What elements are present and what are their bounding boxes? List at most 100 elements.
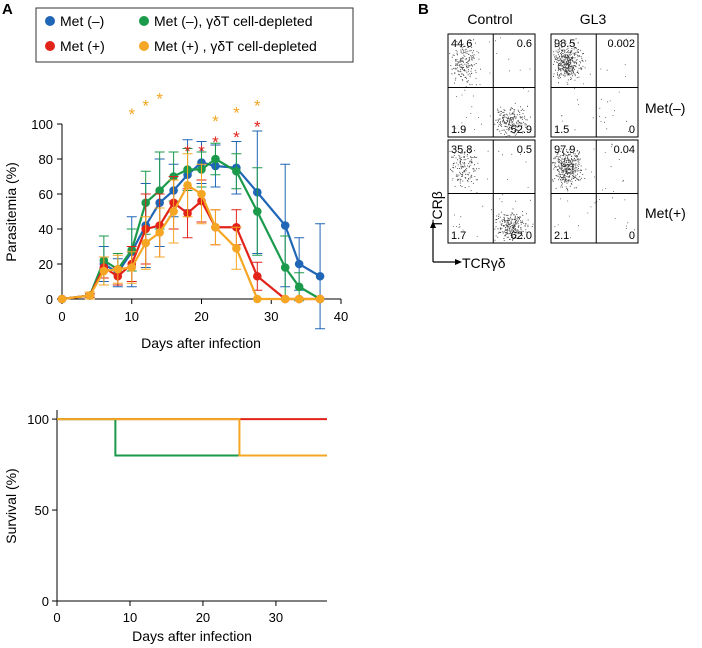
data-point	[294, 259, 304, 269]
survival-chart: 0 10 20 30 0 50 100 Survival (%) Days after in…	[3, 410, 327, 644]
quadrant-lower-left-value: 1.5	[554, 124, 569, 136]
y-tick-label: 80	[39, 152, 53, 167]
data-point	[280, 221, 290, 230]
plot-frame	[447, 33, 536, 138]
y-tick-label: 0	[42, 594, 49, 609]
data-point	[252, 271, 262, 281]
quadrant-upper-left-value: 97.9	[554, 144, 575, 156]
series-line	[61, 183, 321, 301]
parasitemia-chart: 0 10 20 30 40 0 20 40 60 80 100 * * * * * * * * * * * Parasi…	[3, 89, 348, 351]
x-tick-label: 40	[334, 309, 348, 324]
data-point	[155, 186, 164, 195]
legend-label-met-pos-depleted: Met (+) , γδT cell-depleted	[154, 38, 317, 54]
data-point	[85, 291, 95, 300]
data-point	[294, 294, 304, 304]
flow-cytometry-panel: Control GL3 Met(–) Met(+) 44.6 0.6 1.9 52.9…	[429, 11, 686, 271]
panel-label-a: A	[2, 1, 13, 18]
data-point	[211, 154, 220, 164]
significance-marker: *	[184, 142, 191, 161]
legend-label-met-neg: Met (–)	[60, 13, 104, 29]
parasitemia-x-label: Days after infection	[141, 335, 261, 351]
series-met	[57, 176, 325, 304]
quadrant-upper-right-value: 0.6	[517, 38, 532, 50]
quadrant-upper-left-value: 35.8	[451, 144, 472, 156]
data-point	[280, 294, 290, 304]
y-tick-label: 40	[39, 222, 53, 237]
quadrant-lower-right-value: 0	[629, 230, 635, 242]
data-point	[99, 266, 109, 276]
data-point	[141, 238, 150, 248]
quadrant-lower-right-value: 52.9	[511, 124, 532, 136]
series-line	[61, 157, 321, 301]
series-line	[61, 199, 321, 301]
y-tick-label: 100	[31, 117, 53, 132]
x-tick-label: 0	[53, 610, 60, 625]
legend-marker-met-pos-depleted	[139, 41, 149, 51]
significance-marker: *	[156, 89, 163, 108]
significance-marker: *	[212, 112, 219, 131]
legend-label-met-neg-depleted: Met (–), γδT cell-depleted	[154, 13, 312, 29]
data-point	[252, 207, 262, 216]
survival-y-label: Survival (%)	[3, 468, 19, 543]
data-point	[169, 207, 178, 216]
data-point	[280, 263, 290, 272]
quadrant-lower-left-value: 1.9	[451, 124, 466, 136]
plot-frame	[550, 33, 639, 138]
series-met-t-cell-depleted	[57, 153, 325, 304]
data-point	[155, 228, 164, 237]
data-point	[57, 294, 67, 304]
legend-label-met-pos: Met (+)	[60, 38, 105, 54]
data-point	[211, 222, 220, 232]
data-point	[183, 180, 192, 190]
significance-marker: *	[233, 128, 240, 147]
data-point	[197, 189, 206, 199]
significance-marker: *	[198, 142, 205, 161]
significance-marker: *	[128, 105, 135, 124]
data-point	[315, 294, 325, 304]
x-tick-label: 0	[58, 309, 65, 324]
flow-x-axis-label: TCRγδ	[462, 255, 506, 271]
data-point	[232, 166, 241, 176]
x-tick-label: 30	[264, 309, 278, 324]
flow-axis-arrows	[430, 221, 462, 265]
panel-label-b: B	[418, 1, 429, 18]
quadrant-upper-right-value: 0.04	[614, 144, 635, 156]
data-point	[252, 294, 262, 304]
flow-y-axis-label: TCRβ	[429, 191, 445, 228]
y-tick-label: 20	[39, 257, 53, 272]
quadrant-lower-right-value: 62.0	[511, 230, 532, 242]
y-tick-label: 50	[35, 503, 49, 518]
x-tick-label: 20	[196, 610, 210, 625]
quadrant-upper-left-value: 44.6	[451, 38, 472, 50]
significance-marker: *	[212, 133, 219, 152]
dot-plot-met-gl3: 98.5 0.002 1.5 0	[550, 33, 639, 138]
data-point	[232, 243, 241, 253]
flow-column-gl3: GL3	[580, 11, 607, 27]
survival-x-label: Days after infection	[132, 628, 252, 644]
survival-line-met-t-cell-depleted	[57, 418, 327, 457]
quadrant-upper-right-value: 0.002	[607, 38, 635, 50]
dot-plot-met-control: 44.6 0.6 1.9 52.9	[447, 33, 536, 138]
quadrant-lower-left-value: 1.7	[451, 230, 466, 242]
y-tick-label: 60	[39, 187, 53, 202]
x-tick-label: 10	[123, 610, 137, 625]
flow-row-met-pos: Met(+)	[645, 205, 686, 221]
quadrant-lower-right-value: 0	[629, 124, 635, 136]
legend: Met (–) Met (–), γδT cell-depleted Met (…	[35, 7, 354, 63]
x-tick-label: 10	[125, 309, 139, 324]
legend-marker-met-neg-depleted	[139, 16, 149, 26]
data-point	[127, 263, 137, 272]
significance-marker: *	[142, 96, 149, 115]
quadrant-upper-left-value: 98.5	[554, 38, 575, 50]
y-tick-label: 100	[27, 412, 49, 427]
significance-marker: *	[254, 117, 261, 136]
dot-cloud	[552, 143, 635, 239]
y-tick-label: 0	[46, 292, 53, 307]
flow-column-control: Control	[467, 11, 512, 27]
parasitemia-y-label: Parasitemia (%)	[3, 162, 19, 262]
legend-marker-met-neg	[45, 16, 55, 26]
survival-line-met-t-cell-depleted	[57, 418, 240, 457]
data-point	[315, 271, 325, 281]
quadrant-upper-right-value: 0.5	[517, 144, 532, 156]
series-line	[61, 161, 321, 301]
